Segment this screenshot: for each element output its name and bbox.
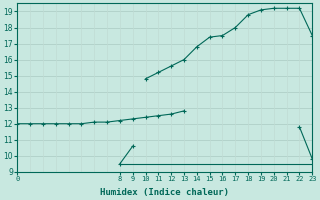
X-axis label: Humidex (Indice chaleur): Humidex (Indice chaleur) [100, 188, 229, 197]
